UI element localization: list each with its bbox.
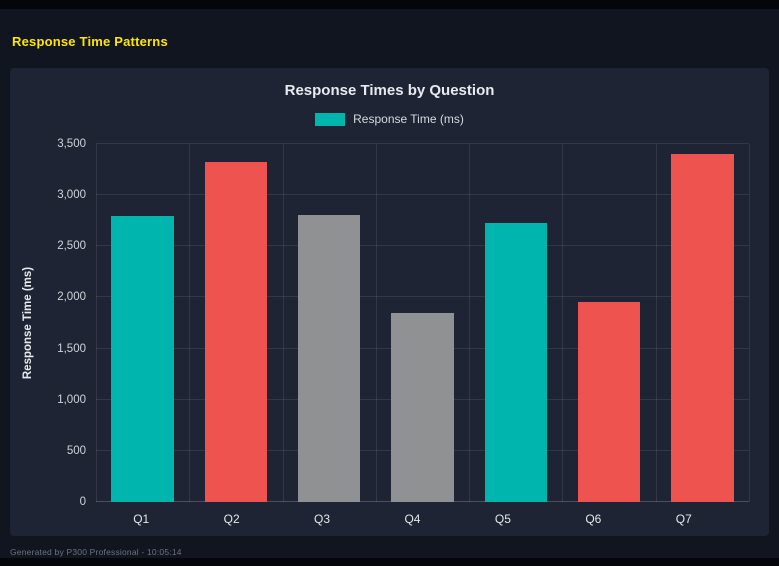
bar-q2: [204, 162, 268, 502]
x-tick-label-q2: Q2: [223, 512, 240, 526]
y-tick-label: 1,500: [57, 342, 86, 355]
gridline-horizontal: [96, 296, 749, 298]
gridline-vertical: [469, 144, 471, 502]
chart-title: Response Times by Question: [284, 82, 495, 99]
bar-q3: [297, 214, 361, 502]
gridline-vertical: [655, 144, 657, 502]
bar-q5: [484, 222, 547, 502]
gridline-horizontal: [96, 245, 749, 247]
top-bar: [0, 0, 779, 9]
x-tick-label-q3: Q3: [314, 512, 331, 526]
y-tick-label: 500: [66, 444, 86, 457]
y-tick-label: 1,000: [57, 393, 86, 406]
gridline-horizontal: [96, 194, 749, 196]
gridline-vertical: [375, 144, 377, 502]
chart-body: Response Time (ms) 0 500 1,000 1,500 2,000 2,…: [10, 138, 769, 526]
plot-area: 0 500 1,000 1,500 2,000 2,500 3,000 3,500: [57, 138, 750, 508]
chart-legend: Response Time (ms): [10, 112, 769, 126]
x-tick-label-q5: Q5: [494, 512, 511, 526]
legend-label: Response Time (ms): [353, 112, 464, 126]
bar-slot-q3: [283, 144, 376, 502]
bar-q4: [391, 312, 454, 502]
x-tick-label-q6: Q6: [585, 512, 602, 526]
bottom-bar: [0, 558, 779, 566]
y-tick-label: 0: [79, 496, 86, 508]
bar-q6: [577, 301, 641, 502]
gridline-horizontal: [96, 143, 749, 144]
plot-column: 0 500 1,000 1,500 2,000 2,500 3,000 3,500 Q1 Q2 Q…: [46, 138, 769, 526]
y-tick-label: 3,000: [57, 189, 86, 202]
x-axis-labels: Q1 Q2 Q3 Q4 Q5 Q6 Q7: [96, 512, 729, 526]
y-tick-label: 2,500: [57, 240, 86, 253]
legend-item-response-time[interactable]: Response Time (ms): [315, 112, 464, 126]
gridline-vertical: [562, 144, 564, 502]
x-tick-label-q7: Q7: [675, 512, 692, 526]
gridline-vertical: [189, 144, 191, 502]
footer-status-text: Generated by P300 Professional - 10:05:1…: [10, 547, 182, 557]
gridline-vertical: [96, 144, 97, 502]
bar-slot-q7: [656, 144, 749, 502]
x-tick-label-q4: Q4: [404, 512, 421, 526]
y-axis-label: Response Time (ms): [22, 266, 34, 380]
gridline-vertical: [749, 144, 750, 502]
bar-slot-q6: [562, 144, 655, 502]
legend-swatch-icon: [315, 112, 346, 126]
bars-row: [96, 144, 749, 502]
y-tick-label: 2,000: [57, 291, 86, 304]
gridline-vertical: [282, 144, 284, 502]
x-tick-label-q1: Q1: [133, 512, 150, 526]
bar-slot-q1: [96, 144, 189, 502]
y-axis-title-column: Response Time (ms): [10, 144, 46, 502]
bar-slot-q2: [189, 144, 282, 502]
bar-slot-q5: [469, 144, 562, 502]
bar-q1: [111, 215, 174, 502]
bar-slot-q4: [376, 144, 469, 502]
chart-panel: Response Times by Question Response Time…: [10, 68, 769, 536]
y-tick-label: 3,500: [57, 138, 86, 150]
page-title: Response Time Patterns: [12, 34, 168, 49]
bar-q7: [671, 154, 734, 502]
